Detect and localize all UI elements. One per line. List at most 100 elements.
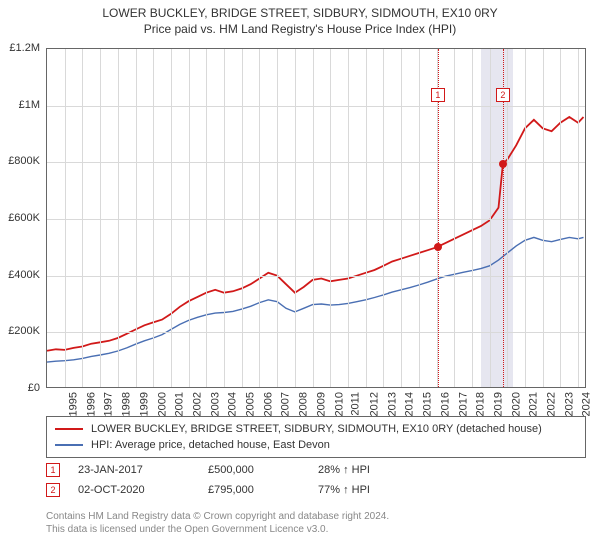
gridline-v — [401, 49, 402, 387]
gridline-v — [277, 49, 278, 387]
y-tick-label: £1.2M — [9, 42, 40, 54]
x-tick-label: 2020 — [510, 392, 522, 416]
x-tick-label: 2007 — [280, 392, 292, 416]
gridline-h — [47, 332, 585, 333]
y-tick-label: £1M — [19, 99, 40, 111]
x-tick-label: 2002 — [191, 392, 203, 416]
y-tick-label: £0 — [28, 382, 40, 394]
footer-line-2: This data is licensed under the Open Gov… — [46, 523, 586, 536]
gridline-h — [47, 276, 585, 277]
gridline-v — [206, 49, 207, 387]
event-date-2: 02-OCT-2020 — [78, 484, 208, 496]
gridline-v — [171, 49, 172, 387]
gridline-v — [348, 49, 349, 387]
event-date-1: 23-JAN-2017 — [78, 464, 208, 476]
x-tick-label: 2013 — [386, 392, 398, 416]
legend-swatch-price-paid — [55, 428, 83, 430]
footer-line-1: Contains HM Land Registry data © Crown c… — [46, 510, 586, 523]
plot-region: 12 — [46, 48, 586, 388]
y-tick-label: £600K — [8, 212, 40, 224]
event-price-1: £500,000 — [208, 464, 318, 476]
gridline-v — [525, 49, 526, 387]
x-tick-label: 2023 — [563, 392, 575, 416]
legend-row-price-paid: LOWER BUCKLEY, BRIDGE STREET, SIDBURY, S… — [55, 421, 577, 437]
x-tick-label: 2000 — [156, 392, 168, 416]
x-tick-label: 2015 — [422, 392, 434, 416]
x-tick-label: 1997 — [103, 392, 115, 416]
gridline-h — [47, 106, 585, 107]
gridline-v — [578, 49, 579, 387]
event-marker-inline: 2 — [496, 88, 510, 102]
gridline-v — [383, 49, 384, 387]
legend-row-hpi: HPI: Average price, detached house, East… — [55, 437, 577, 453]
x-tick-label: 2009 — [315, 392, 327, 416]
x-tick-label: 2014 — [404, 392, 416, 416]
gridline-v — [560, 49, 561, 387]
legend-label-price-paid: LOWER BUCKLEY, BRIDGE STREET, SIDBURY, S… — [91, 423, 542, 435]
gridline-v — [118, 49, 119, 387]
x-tick-label: 2006 — [262, 392, 274, 416]
chart-container: LOWER BUCKLEY, BRIDGE STREET, SIDBURY, S… — [0, 0, 600, 560]
x-tick-label: 2010 — [333, 392, 345, 416]
gridline-v — [330, 49, 331, 387]
gridline-v — [259, 49, 260, 387]
gridline-v — [490, 49, 491, 387]
event-table: 1 23-JAN-2017 £500,000 28% ↑ HPI 2 02-OC… — [46, 460, 586, 500]
gridline-v — [543, 49, 544, 387]
title-line-2: Price paid vs. HM Land Registry's House … — [0, 22, 600, 36]
gridline-v — [100, 49, 101, 387]
gridline-v — [82, 49, 83, 387]
x-tick-label: 1999 — [138, 392, 150, 416]
legend: LOWER BUCKLEY, BRIDGE STREET, SIDBURY, S… — [46, 416, 586, 458]
gridline-v — [366, 49, 367, 387]
x-tick-label: 2011 — [350, 392, 362, 416]
gridline-h — [47, 219, 585, 220]
x-tick-label: 2021 — [528, 392, 540, 416]
x-tick-label: 2016 — [439, 392, 451, 416]
gridline-v — [454, 49, 455, 387]
event-marker-1: 1 — [46, 463, 60, 477]
gridline-v — [295, 49, 296, 387]
gridline-v — [313, 49, 314, 387]
legend-label-hpi: HPI: Average price, detached house, East… — [91, 439, 330, 451]
x-tick-label: 2024 — [581, 392, 593, 416]
gridline-v — [472, 49, 473, 387]
x-tick-label: 2004 — [227, 392, 239, 416]
event-dot — [499, 160, 507, 168]
title-block: LOWER BUCKLEY, BRIDGE STREET, SIDBURY, S… — [0, 0, 600, 36]
event-row-1: 1 23-JAN-2017 £500,000 28% ↑ HPI — [46, 460, 586, 480]
gridline-v — [189, 49, 190, 387]
y-tick-label: £800K — [8, 155, 40, 167]
y-tick-label: £200K — [8, 325, 40, 337]
chart-area: 12 £0£200K£400K£600K£800K£1M£1.2M1995199… — [46, 48, 586, 388]
gridline-v — [242, 49, 243, 387]
event-marker-inline: 1 — [431, 88, 445, 102]
footer: Contains HM Land Registry data © Crown c… — [46, 510, 586, 536]
y-tick-label: £400K — [8, 269, 40, 281]
title-line-1: LOWER BUCKLEY, BRIDGE STREET, SIDBURY, S… — [0, 6, 600, 20]
x-tick-label: 2017 — [457, 392, 469, 416]
event-row-2: 2 02-OCT-2020 £795,000 77% ↑ HPI — [46, 480, 586, 500]
x-tick-label: 2003 — [209, 392, 221, 416]
x-tick-label: 1996 — [85, 392, 97, 416]
gridline-v — [65, 49, 66, 387]
x-tick-label: 2019 — [492, 392, 504, 416]
gridline-v — [153, 49, 154, 387]
event-dot — [434, 243, 442, 251]
x-tick-label: 2012 — [368, 392, 380, 416]
x-tick-label: 2001 — [174, 392, 186, 416]
event-delta-2: 77% ↑ HPI — [318, 484, 428, 496]
event-price-2: £795,000 — [208, 484, 318, 496]
gridline-v — [224, 49, 225, 387]
gridline-v — [136, 49, 137, 387]
x-tick-label: 1998 — [121, 392, 133, 416]
x-tick-label: 2008 — [298, 392, 310, 416]
gridline-v — [419, 49, 420, 387]
x-tick-label: 2022 — [546, 392, 558, 416]
x-tick-label: 2018 — [475, 392, 487, 416]
x-tick-label: 1995 — [67, 392, 79, 416]
event-delta-1: 28% ↑ HPI — [318, 464, 428, 476]
event-marker-2: 2 — [46, 483, 60, 497]
legend-swatch-hpi — [55, 444, 83, 446]
x-tick-label: 2005 — [245, 392, 257, 416]
